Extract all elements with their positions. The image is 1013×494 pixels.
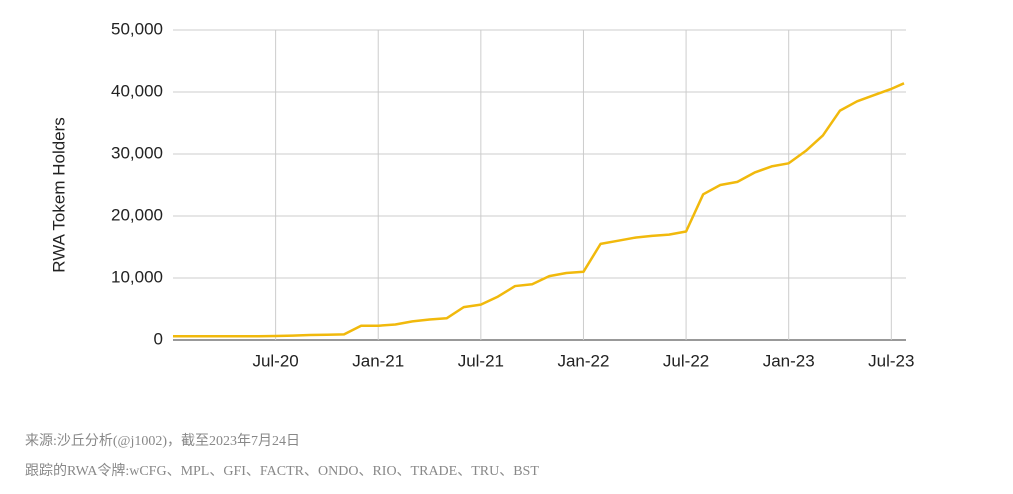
y-tick-label: 0 [154, 329, 163, 348]
x-tick-label: Jan-22 [557, 351, 609, 370]
x-tick-label: Jul-23 [868, 351, 914, 370]
tokens-note: 跟踪的RWA令牌:wCFG、MPL、GFI、FACTR、ONDO、RIO、TRA… [25, 464, 539, 479]
x-tick-label: Jan-23 [763, 351, 815, 370]
x-tick-label: Jul-21 [458, 351, 504, 370]
y-axis-label: RWA Tokem Holders [49, 117, 68, 273]
y-tick-label: 10,000 [111, 267, 163, 286]
chart: RWA Tokem Holders 0 10,000 20,000 30,000 40,… [49, 19, 914, 370]
x-tick-label: Jan-21 [352, 351, 404, 370]
source-note: 来源:沙丘分析(@j1002)，截至2023年7月24日 [25, 434, 300, 449]
y-tick-label: 20,000 [111, 205, 163, 224]
y-tick-label: 30,000 [111, 143, 163, 162]
series-line [173, 82, 905, 338]
y-tick-label: 40,000 [111, 81, 163, 100]
x-tick-label: Jul-22 [663, 351, 709, 370]
y-tick-label: 50,000 [111, 19, 163, 38]
x-tick-label: Jul-20 [252, 351, 298, 370]
